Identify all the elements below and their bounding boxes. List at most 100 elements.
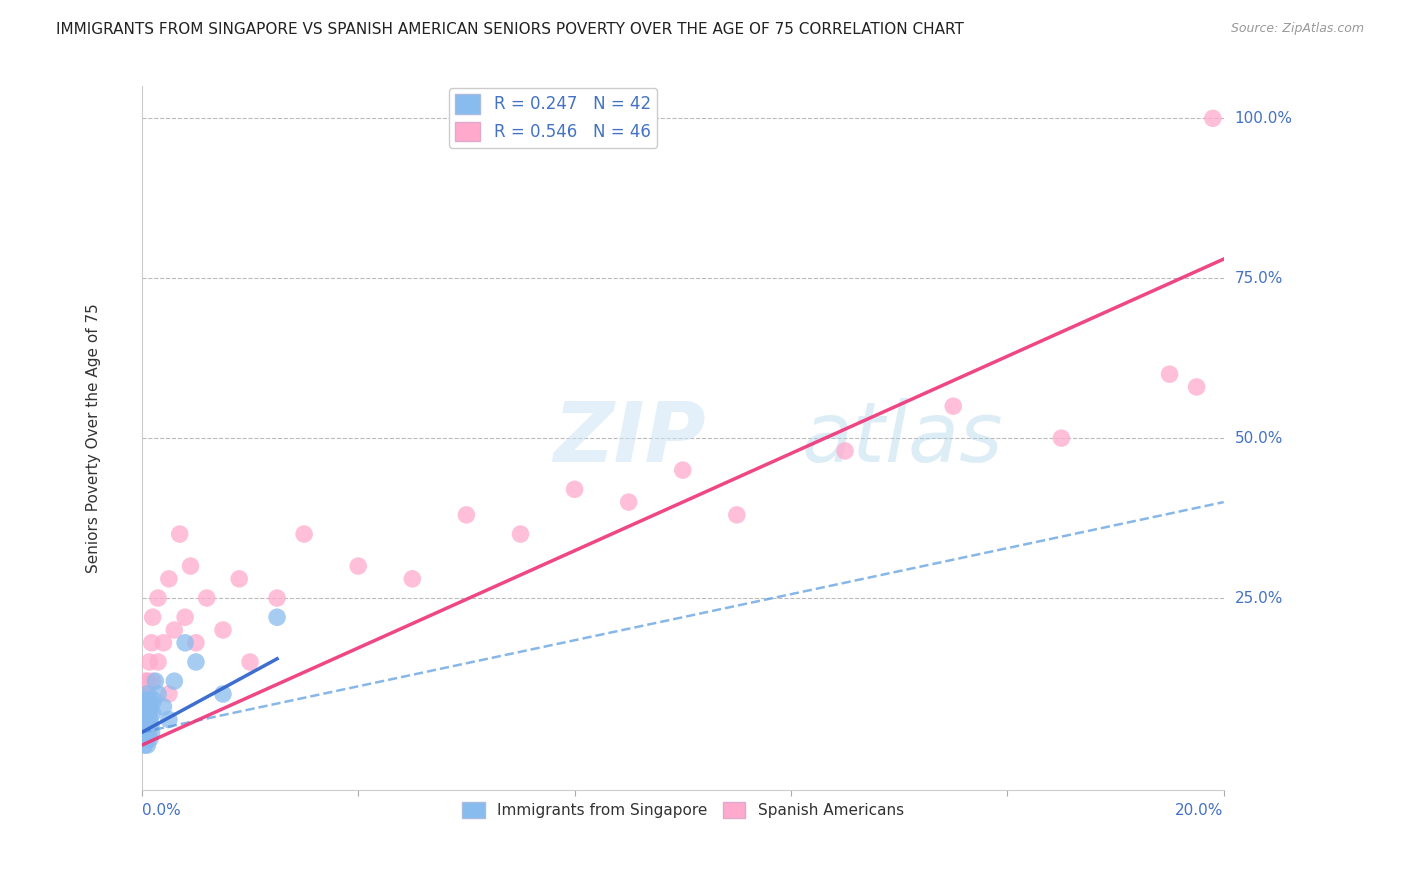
- Point: [174, 610, 197, 624]
- Point: [163, 623, 186, 637]
- Point: [136, 725, 159, 739]
- Point: [672, 463, 695, 477]
- Point: [132, 713, 155, 727]
- Point: [136, 687, 159, 701]
- Text: 75.0%: 75.0%: [1234, 271, 1282, 285]
- Point: [141, 725, 163, 739]
- Legend: Immigrants from Singapore, Spanish Americans: Immigrants from Singapore, Spanish Ameri…: [456, 797, 910, 824]
- Text: 50.0%: 50.0%: [1234, 431, 1282, 446]
- Point: [136, 738, 159, 752]
- Point: [141, 636, 163, 650]
- Point: [136, 713, 159, 727]
- Point: [174, 636, 197, 650]
- Point: [138, 655, 160, 669]
- Point: [139, 731, 162, 746]
- Point: [180, 559, 202, 574]
- Point: [152, 699, 174, 714]
- Point: [135, 713, 157, 727]
- Point: [138, 719, 160, 733]
- Point: [146, 655, 169, 669]
- Point: [834, 444, 856, 458]
- Point: [212, 623, 235, 637]
- Point: [134, 713, 156, 727]
- Point: [134, 687, 156, 701]
- Point: [138, 706, 160, 721]
- Text: Source: ZipAtlas.com: Source: ZipAtlas.com: [1230, 22, 1364, 36]
- Point: [152, 636, 174, 650]
- Point: [135, 693, 157, 707]
- Point: [1050, 431, 1073, 445]
- Point: [617, 495, 640, 509]
- Point: [266, 591, 288, 605]
- Point: [136, 699, 159, 714]
- Point: [184, 636, 207, 650]
- Point: [184, 655, 207, 669]
- Point: [1159, 367, 1181, 381]
- Point: [146, 591, 169, 605]
- Point: [134, 706, 156, 721]
- Point: [134, 731, 156, 746]
- Point: [132, 731, 155, 746]
- Point: [132, 699, 155, 714]
- Point: [139, 713, 162, 727]
- Point: [725, 508, 748, 522]
- Point: [136, 674, 159, 689]
- Point: [136, 719, 159, 733]
- Point: [347, 559, 370, 574]
- Point: [266, 610, 288, 624]
- Text: Seniors Poverty Over the Age of 75: Seniors Poverty Over the Age of 75: [86, 303, 101, 573]
- Point: [228, 572, 250, 586]
- Point: [157, 687, 180, 701]
- Point: [134, 738, 156, 752]
- Point: [163, 674, 186, 689]
- Point: [143, 674, 166, 689]
- Point: [132, 713, 155, 727]
- Text: ZIP: ZIP: [553, 398, 706, 479]
- Point: [136, 699, 159, 714]
- Point: [157, 572, 180, 586]
- Point: [942, 399, 965, 413]
- Point: [135, 674, 157, 689]
- Point: [139, 699, 162, 714]
- Text: IMMIGRANTS FROM SINGAPORE VS SPANISH AMERICAN SENIORS POVERTY OVER THE AGE OF 75: IMMIGRANTS FROM SINGAPORE VS SPANISH AME…: [56, 22, 965, 37]
- Point: [142, 674, 165, 689]
- Point: [401, 572, 423, 586]
- Text: 25.0%: 25.0%: [1234, 591, 1282, 606]
- Point: [142, 610, 165, 624]
- Point: [134, 693, 156, 707]
- Point: [134, 706, 156, 721]
- Point: [142, 706, 165, 721]
- Point: [1202, 112, 1225, 126]
- Point: [136, 687, 159, 701]
- Text: 100.0%: 100.0%: [1234, 111, 1292, 126]
- Point: [142, 693, 165, 707]
- Point: [239, 655, 262, 669]
- Point: [135, 719, 157, 733]
- Point: [1185, 380, 1208, 394]
- Text: 0.0%: 0.0%: [142, 803, 180, 818]
- Point: [564, 483, 586, 497]
- Point: [136, 706, 159, 721]
- Point: [135, 693, 157, 707]
- Point: [132, 699, 155, 714]
- Point: [139, 699, 162, 714]
- Point: [169, 527, 191, 541]
- Point: [195, 591, 218, 605]
- Point: [135, 706, 157, 721]
- Point: [139, 719, 162, 733]
- Point: [135, 699, 157, 714]
- Point: [292, 527, 315, 541]
- Point: [132, 719, 155, 733]
- Point: [157, 713, 180, 727]
- Text: 20.0%: 20.0%: [1175, 803, 1223, 818]
- Point: [136, 719, 159, 733]
- Point: [212, 687, 235, 701]
- Point: [456, 508, 478, 522]
- Point: [138, 693, 160, 707]
- Point: [132, 719, 155, 733]
- Point: [135, 725, 157, 739]
- Point: [132, 725, 155, 739]
- Point: [509, 527, 531, 541]
- Point: [146, 687, 169, 701]
- Text: atlas: atlas: [801, 398, 1004, 479]
